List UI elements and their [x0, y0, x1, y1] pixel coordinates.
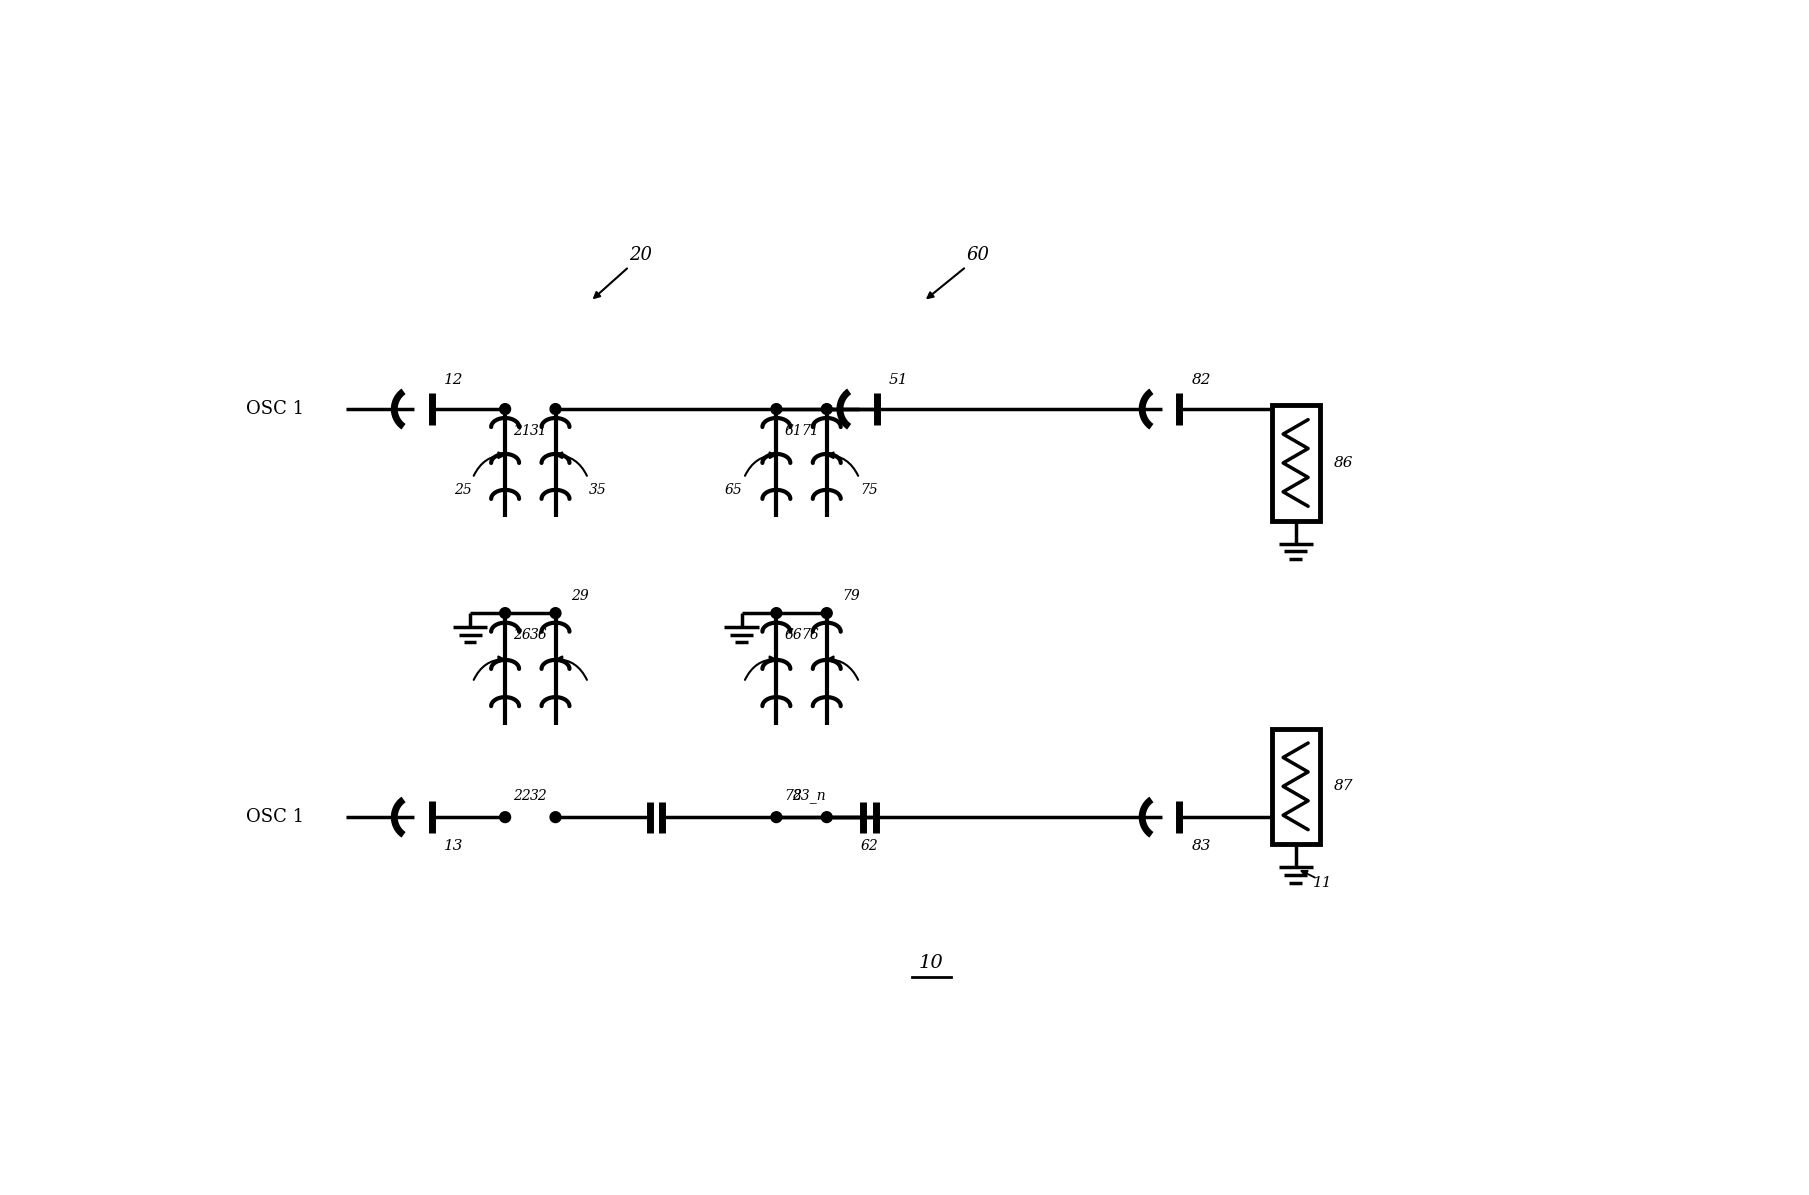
Text: 61: 61 — [785, 423, 803, 437]
Text: 10: 10 — [919, 955, 944, 973]
Text: 12: 12 — [443, 373, 463, 387]
Text: 36: 36 — [530, 627, 548, 642]
Text: 62: 62 — [861, 839, 877, 853]
Circle shape — [499, 404, 510, 415]
Circle shape — [821, 404, 832, 415]
Circle shape — [550, 811, 561, 822]
Circle shape — [771, 608, 781, 619]
Text: 65: 65 — [725, 483, 743, 497]
Circle shape — [821, 811, 832, 822]
Text: 86: 86 — [1333, 456, 1353, 470]
Text: 83_n: 83_n — [792, 789, 827, 803]
Circle shape — [771, 811, 781, 822]
Text: OSC 1: OSC 1 — [246, 400, 304, 418]
Text: 87: 87 — [1333, 779, 1353, 793]
Text: 83: 83 — [1192, 839, 1210, 853]
Text: 25: 25 — [454, 483, 472, 497]
Text: 66: 66 — [785, 627, 803, 642]
Circle shape — [550, 608, 561, 619]
Text: 75: 75 — [861, 483, 877, 497]
Circle shape — [499, 811, 510, 822]
Text: 71: 71 — [801, 423, 819, 437]
Circle shape — [550, 404, 561, 415]
Text: 76: 76 — [801, 627, 819, 642]
Text: 26: 26 — [514, 627, 532, 642]
Text: 82: 82 — [1192, 373, 1210, 387]
Text: 13: 13 — [443, 839, 463, 853]
Text: 21: 21 — [514, 423, 532, 437]
Text: 60: 60 — [966, 246, 990, 264]
Text: 72: 72 — [785, 789, 803, 803]
Bar — [1272, 729, 1319, 844]
Bar — [1272, 405, 1319, 521]
Circle shape — [771, 404, 781, 415]
Text: 32: 32 — [530, 789, 548, 803]
Text: 20: 20 — [630, 246, 653, 264]
Text: 79: 79 — [843, 589, 861, 603]
Text: 22: 22 — [514, 789, 532, 803]
Text: OSC 1: OSC 1 — [246, 808, 304, 826]
Text: 51: 51 — [888, 373, 908, 387]
Circle shape — [499, 608, 510, 619]
Text: 11: 11 — [1313, 876, 1333, 889]
Text: 35: 35 — [590, 483, 608, 497]
Text: 31: 31 — [530, 423, 548, 437]
Circle shape — [821, 608, 832, 619]
Text: 29: 29 — [572, 589, 590, 603]
